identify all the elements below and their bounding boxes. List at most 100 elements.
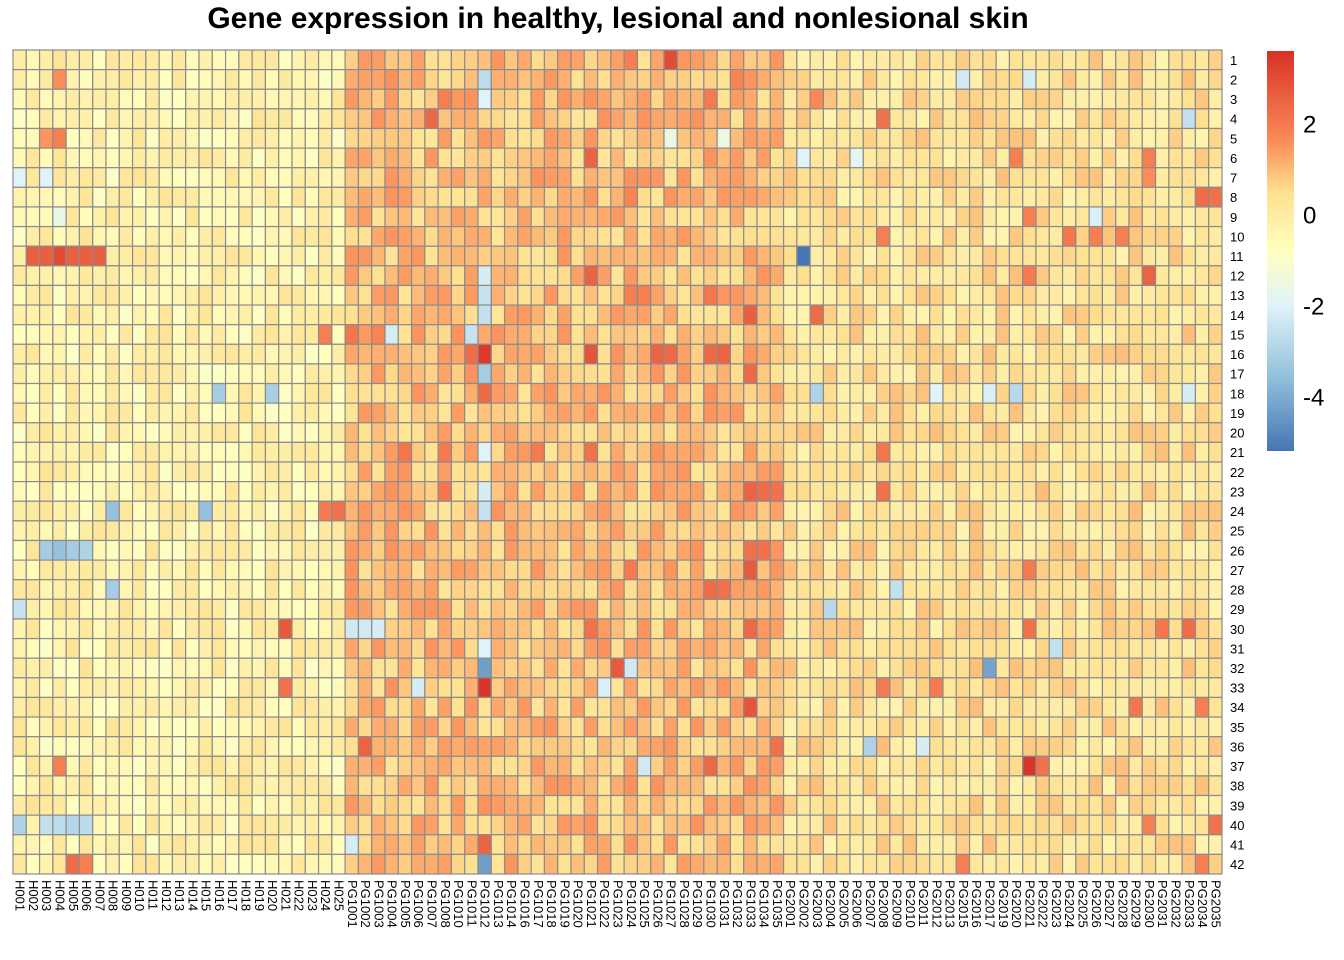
heatmap-cell-r20-PG1018 xyxy=(543,422,559,443)
heatmap-cell-r37-PG1030 xyxy=(703,755,718,777)
heatmap-cell-r2-PG1008 xyxy=(437,69,453,90)
heatmap-cell-r24-PG2032 xyxy=(1168,500,1183,522)
heatmap-cell-r1-PG1032 xyxy=(729,49,745,71)
column-label: PG1027 xyxy=(664,880,679,928)
heatmap-cell-r22-H001 xyxy=(12,461,27,483)
heatmap-cell-r42-PG1023 xyxy=(610,853,625,875)
heatmap-cell-r42-PG1024 xyxy=(623,853,639,875)
heatmap-cell-r8-PG2006 xyxy=(849,186,864,208)
heatmap-cell-r16-PG2017 xyxy=(982,343,997,365)
heatmap-cell-r39-PG2006 xyxy=(849,794,864,816)
heatmap-cell-r23-PG1022 xyxy=(596,481,612,502)
heatmap-cell-r17-PG1004 xyxy=(384,363,399,385)
heatmap-cell-r39-PG1016 xyxy=(517,794,532,816)
heatmap-cell-r26-H016 xyxy=(211,539,227,561)
heatmap-cell-r15-H017 xyxy=(224,324,240,345)
heatmap-cell-r33-PG2024 xyxy=(1061,677,1077,699)
heatmap-cell-r30-PG1022 xyxy=(596,618,612,640)
heatmap-cell-r33-PG1020 xyxy=(570,677,585,699)
heatmap-cell-r29-H013 xyxy=(171,598,187,620)
heatmap-cell-r4-PG2024 xyxy=(1061,108,1077,130)
column-label: H018 xyxy=(239,880,254,911)
heatmap-cell-r5-H005 xyxy=(65,127,81,149)
heatmap-cell-r33-H020 xyxy=(264,677,280,699)
heatmap-cell-r3-PG1031 xyxy=(716,88,732,110)
column-label: H025 xyxy=(332,880,347,911)
heatmap-cell-r37-PG1006 xyxy=(410,755,426,777)
heatmap-cell-r40-PG1023 xyxy=(610,814,625,836)
heatmap-cell-r31-H007 xyxy=(92,637,107,659)
heatmap-cell-r13-PG2001 xyxy=(782,284,798,306)
heatmap-cell-r34-PG1016 xyxy=(517,696,532,718)
heatmap-cell-r25-H017 xyxy=(224,520,240,542)
heatmap-cell-r20-PG2022 xyxy=(1035,422,1050,443)
heatmap-cell-r20-PG2019 xyxy=(995,422,1011,443)
heatmap-cell-r34-H013 xyxy=(171,696,187,718)
heatmap-cell-r2-PG2003 xyxy=(809,69,825,90)
heatmap-cell-r40-PG2035 xyxy=(1208,814,1223,836)
heatmap-cell-r8-PG1030 xyxy=(703,186,718,208)
heatmap-cell-r41-H023 xyxy=(304,834,320,855)
heatmap-cell-r40-PG2024 xyxy=(1061,814,1077,836)
heatmap-cell-r26-H013 xyxy=(171,539,187,561)
heatmap-cell-r21-PG2022 xyxy=(1035,441,1050,463)
heatmap-cell-r32-H005 xyxy=(65,657,81,679)
heatmap-cell-r27-H019 xyxy=(251,559,267,581)
heatmap-cell-r31-PG1005 xyxy=(397,637,413,659)
heatmap-cell-r19-PG2009 xyxy=(889,402,904,424)
heatmap-cell-r19-PG1022 xyxy=(596,402,612,424)
heatmap-cell-r36-PG1031 xyxy=(716,736,732,757)
heatmap-cell-r40-H024 xyxy=(317,814,333,836)
heatmap-cell-r3-H017 xyxy=(224,88,240,110)
heatmap-cell-r40-PG2015 xyxy=(955,814,971,836)
heatmap-cell-r8-H008 xyxy=(105,186,120,208)
heatmap-cell-r42-H021 xyxy=(278,853,293,875)
heatmap-cell-r20-PG2031 xyxy=(1154,422,1170,443)
heatmap-cell-r38-PG1006 xyxy=(410,775,426,797)
heatmap-cell-r15-PG2021 xyxy=(1022,324,1037,345)
heatmap-cell-r4-PG1008 xyxy=(437,108,453,130)
heatmap-cell-r9-PG1010 xyxy=(450,206,466,228)
heatmap-cell-r28-H023 xyxy=(304,579,320,600)
heatmap-cell-r29-H009 xyxy=(118,598,134,620)
heatmap-cell-r8-PG1008 xyxy=(437,186,453,208)
heatmap-cell-r14-PG1011 xyxy=(464,304,479,326)
heatmap-cell-r18-PG1004 xyxy=(384,382,399,404)
heatmap-cell-r21-PG1012 xyxy=(477,441,492,463)
heatmap-cell-r25-H009 xyxy=(118,520,134,542)
heatmap-cell-r42-H013 xyxy=(171,853,187,875)
column-label: H010 xyxy=(132,880,147,911)
heatmap-cell-r3-PG1022 xyxy=(596,88,612,110)
heatmap-cell-r29-PG2032 xyxy=(1168,598,1183,620)
heatmap-cell-r41-PG1005 xyxy=(397,834,413,855)
heatmap-cell-r13-PG1021 xyxy=(583,284,599,306)
heatmap-cell-r33-PG2025 xyxy=(1075,677,1090,699)
heatmap-cell-r36-PG1026 xyxy=(650,736,665,757)
heatmap-cell-r5-H023 xyxy=(304,127,320,149)
heatmap-cell-r29-PG1019 xyxy=(557,598,572,620)
column-label: PG1032 xyxy=(730,880,745,928)
heatmap-cell-r27-PG1018 xyxy=(543,559,559,581)
heatmap-cell-r25-PG2009 xyxy=(889,520,904,542)
heatmap-cell-r29-PG1035 xyxy=(769,598,785,620)
heatmap-cell-r13-H025 xyxy=(331,284,346,306)
heatmap-cell-r2-H025 xyxy=(331,69,346,90)
heatmap-cell-r34-PG1018 xyxy=(543,696,559,718)
heatmap-cell-r7-PG1004 xyxy=(384,167,399,188)
heatmap-cell-r37-H003 xyxy=(38,755,54,777)
heatmap-cell-r5-H007 xyxy=(92,127,107,149)
heatmap-cell-r12-PG2028 xyxy=(1115,265,1130,287)
heatmap-cell-r38-PG2003 xyxy=(809,775,825,797)
heatmap-cell-r41-H009 xyxy=(118,834,134,855)
heatmap-cell-r33-PG1019 xyxy=(557,677,572,699)
heatmap-cell-r26-H008 xyxy=(105,539,120,561)
heatmap-cell-r37-PG1031 xyxy=(716,755,732,777)
heatmap-cell-r36-H011 xyxy=(145,736,160,757)
heatmap-cell-r6-H018 xyxy=(238,147,253,169)
heatmap-cell-r19-PG1012 xyxy=(477,402,492,424)
heatmap-cell-r16-PG1002 xyxy=(357,343,373,365)
heatmap-cell-r21-H001 xyxy=(12,441,27,463)
heatmap-cell-r13-PG1027 xyxy=(663,284,678,306)
heatmap-cell-r12-PG1018 xyxy=(543,265,559,287)
heatmap-cell-r42-H001 xyxy=(12,853,27,875)
